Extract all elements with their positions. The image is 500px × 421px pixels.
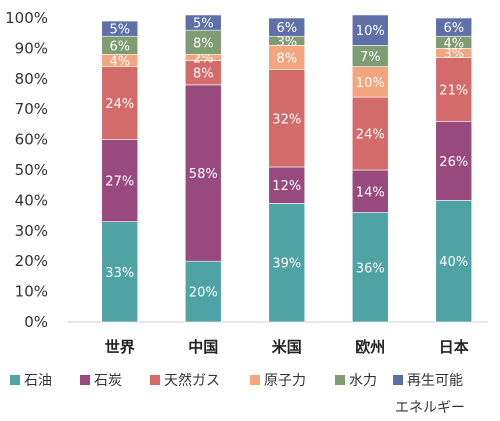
data-label: 24%	[105, 97, 134, 112]
data-label: 3%	[276, 35, 297, 50]
y-tick-label: 100%	[5, 9, 48, 27]
bar-segment	[184, 260, 222, 323]
data-label: 14%	[356, 185, 385, 200]
data-label: 33%	[105, 266, 134, 281]
legend-swatch	[393, 375, 403, 385]
data-label: 8%	[193, 36, 214, 51]
category-label: 米国	[272, 338, 302, 356]
x-axis: 世界 中国 米国 欧州 日本	[105, 338, 469, 356]
legend: 石油 石炭 天然ガス 原子力 水力 再生可能エネルギー	[10, 372, 465, 416]
bar-segment	[184, 84, 222, 262]
data-label: 24%	[356, 128, 385, 143]
category-label: 日本	[439, 338, 469, 356]
category-label: 世界	[105, 338, 135, 356]
data-label: 36%	[356, 261, 385, 276]
legend-swatch	[335, 375, 345, 385]
category-label: 欧州	[355, 338, 385, 356]
bar-segment	[101, 139, 139, 222]
legend-swatch	[10, 375, 20, 385]
bar-segment	[101, 221, 139, 323]
legend-entry: 原子力	[264, 373, 306, 389]
y-tick-label: 90%	[15, 39, 48, 57]
data-label: 21%	[439, 83, 468, 98]
bar-segment	[184, 14, 222, 31]
data-label: 39%	[272, 257, 301, 272]
data-label: 8%	[276, 52, 297, 67]
data-label: 5%	[109, 23, 130, 38]
bar-segment	[351, 96, 389, 171]
data-label: 8%	[193, 67, 214, 82]
legend-entry: 再生可能エネルギー	[395, 373, 465, 416]
legend-entry: 天然ガス	[164, 372, 220, 389]
legend-entry: 石油	[24, 373, 52, 389]
bar-segment	[268, 166, 306, 204]
data-label: 27%	[105, 175, 134, 190]
y-tick-label: 0%	[24, 313, 48, 331]
category-label: 中国	[188, 338, 218, 356]
data-label: 6%	[443, 21, 464, 36]
data-label: 5%	[193, 17, 214, 32]
bar-segment	[435, 17, 473, 37]
bars: 33%27%24%4%6%5%20%58%8%2%8%5%39%12%32%8%…	[101, 14, 473, 323]
data-label: 26%	[439, 155, 468, 170]
bar-segment	[268, 17, 306, 37]
data-label: 2%	[193, 52, 214, 67]
data-label: 3%	[443, 47, 464, 62]
bar-segment	[268, 45, 306, 70]
y-tick-label: 50%	[15, 161, 48, 179]
legend-entry: 水力	[349, 373, 377, 389]
y-tick-label: 20%	[15, 252, 48, 270]
y-tick-label: 70%	[15, 100, 48, 118]
data-label: 4%	[109, 55, 130, 70]
bar-segment	[351, 66, 389, 98]
legend-swatch	[150, 375, 160, 385]
bar-segment	[101, 20, 139, 37]
bar-segment	[268, 69, 306, 168]
y-axis: 0% 10% 20% 30% 40% 50% 60% 70% 80% 90% 100%	[5, 9, 488, 331]
data-label: 32%	[272, 112, 301, 127]
bar-segment	[184, 29, 222, 55]
bar-segment	[435, 200, 473, 323]
y-tick-label: 60%	[15, 131, 48, 149]
y-tick-label: 40%	[15, 191, 48, 209]
data-label: 7%	[360, 50, 381, 65]
bar-segment	[351, 14, 389, 46]
data-label: 6%	[109, 39, 130, 54]
y-tick-label: 30%	[15, 222, 48, 240]
data-label: 12%	[272, 179, 301, 194]
y-tick-label: 10%	[15, 283, 48, 301]
bar-segment	[351, 212, 389, 323]
bar-segment	[435, 57, 473, 122]
bar-segment	[435, 121, 473, 201]
legend-swatch	[250, 375, 260, 385]
bar-segment	[184, 60, 222, 86]
data-label: 10%	[356, 76, 385, 91]
data-label: 40%	[439, 255, 468, 270]
data-label: 6%	[276, 21, 297, 36]
data-label: 58%	[189, 167, 218, 182]
data-label: 20%	[189, 286, 218, 301]
data-label: 10%	[356, 24, 385, 39]
legend-swatch	[80, 375, 90, 385]
data-label: 4%	[443, 36, 464, 51]
legend-entry: 石炭	[94, 373, 122, 389]
y-tick-label: 80%	[15, 70, 48, 88]
